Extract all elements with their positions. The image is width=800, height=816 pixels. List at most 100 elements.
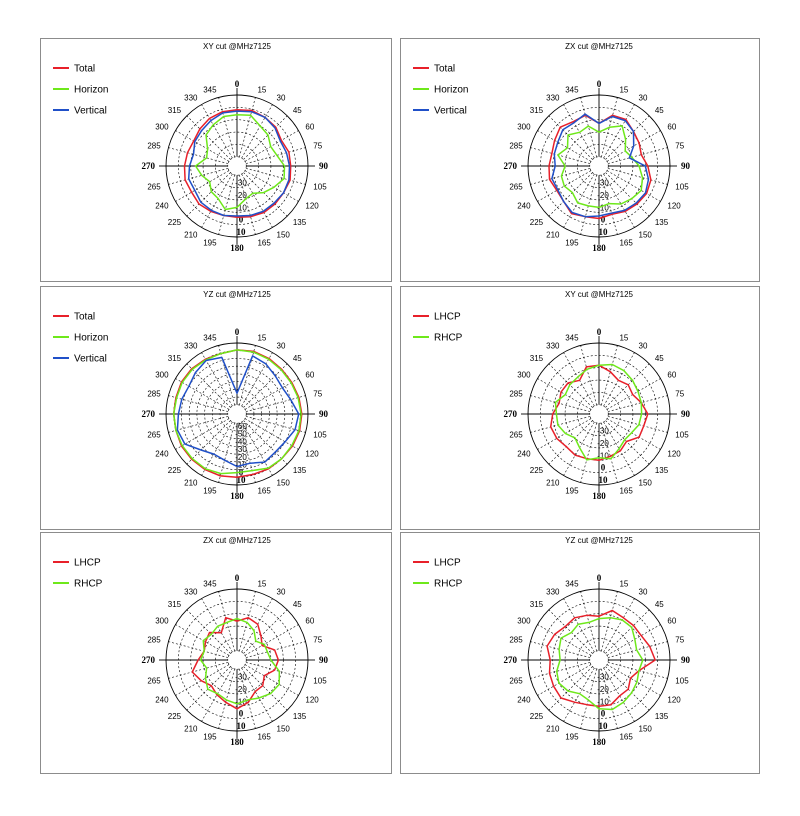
grid-spoke — [201, 173, 233, 228]
radial-tick-label: 10 — [599, 721, 609, 731]
radial-tick-label: -40 — [235, 437, 247, 446]
angle-label: 15 — [257, 580, 266, 589]
grid-spoke — [218, 591, 235, 652]
angle-label: 0 — [597, 327, 602, 337]
angle-label: 120 — [667, 450, 681, 459]
grid-spoke — [186, 609, 231, 654]
angle-label: 270 — [142, 161, 156, 171]
radial-tick-label: 10 — [237, 227, 247, 237]
angle-label: 285 — [147, 636, 161, 645]
angle-label: 120 — [667, 696, 681, 705]
grid-spoke — [603, 104, 635, 159]
legend-label: Total — [74, 312, 95, 323]
series-line-vertical — [551, 113, 650, 218]
radial-tick-label: 0 — [239, 709, 244, 719]
series-line-lhcp — [549, 364, 649, 462]
series-line-vertical — [176, 355, 300, 468]
grid-spoke — [580, 668, 597, 729]
grid-spoke — [245, 168, 306, 185]
angle-label: 330 — [184, 342, 198, 351]
grid-spoke — [563, 667, 595, 722]
grid-spoke — [605, 609, 650, 654]
angle-label: 180 — [592, 491, 606, 501]
angle-label: 30 — [639, 94, 648, 103]
angle-label: 285 — [147, 390, 161, 399]
radial-tick-label: -30 — [235, 673, 247, 682]
angle-label: 165 — [619, 486, 633, 495]
angle-label: 330 — [546, 94, 560, 103]
angle-label: 315 — [530, 600, 544, 609]
angle-label: 270 — [504, 409, 518, 419]
grid-spoke — [175, 378, 230, 410]
angle-label: 225 — [168, 466, 182, 475]
angle-label: 300 — [155, 617, 169, 626]
angle-label: 135 — [293, 466, 307, 475]
legend: Total Horizon Vertical — [53, 312, 108, 365]
radial-tick-label: -20 — [235, 191, 247, 200]
grid-spoke — [239, 97, 256, 158]
polar-chart-panel-1: XY cut @MHz7125 0 15 30 45 60 75 90 105 120 135 150… — [40, 38, 392, 282]
grid-spoke — [537, 664, 592, 696]
angle-label: 120 — [667, 202, 681, 211]
legend: Total Horizon Vertical — [53, 64, 108, 117]
radial-tick-label: -60 — [235, 422, 247, 431]
angle-label: 135 — [655, 466, 669, 475]
angle-label: 135 — [293, 712, 307, 721]
angle-label: 165 — [257, 486, 271, 495]
angle-label: 330 — [546, 342, 560, 351]
angle-label: 315 — [168, 600, 182, 609]
angle-label: 60 — [305, 371, 314, 380]
legend-label: Vertical — [434, 106, 467, 117]
radial-tick-label: 10 — [237, 721, 247, 731]
angle-label: 315 — [168, 106, 182, 115]
angle-label: 265 — [147, 430, 161, 439]
polar-chart-panel-6: YZ cut @MHz7125 0 15 30 45 60 75 90 105 120 135 150… — [400, 532, 760, 774]
radial-tick-label: 0 — [601, 709, 606, 719]
grid-spoke — [603, 352, 635, 407]
grid-ring — [227, 156, 247, 176]
angle-label: 105 — [313, 182, 327, 191]
angle-label: 300 — [517, 617, 531, 626]
angle-label: 15 — [257, 86, 266, 95]
angle-label: 90 — [319, 655, 329, 665]
angle-label: 210 — [184, 724, 198, 733]
angle-label: 270 — [504, 161, 518, 171]
series-line-vertical — [187, 110, 291, 217]
polar-chart-panel-3: YZ cut @MHz7125 0 15 30 45 60 75 90 105 120 135 150… — [40, 286, 392, 530]
angle-label: 45 — [655, 600, 664, 609]
angle-label: 195 — [203, 238, 217, 247]
angle-label: 90 — [319, 409, 329, 419]
angle-label: 210 — [546, 230, 560, 239]
angle-label: 270 — [504, 655, 518, 665]
angle-label: 265 — [147, 182, 161, 191]
angle-label: 240 — [517, 696, 531, 705]
series-line-horizon — [194, 114, 286, 211]
radial-tick-label: 10 — [599, 475, 609, 485]
radial-tick-label: -20 — [597, 439, 609, 448]
angle-label: 210 — [184, 478, 198, 487]
angle-label: 75 — [313, 142, 322, 151]
legend-label: Vertical — [74, 354, 107, 365]
angle-label: 45 — [293, 354, 302, 363]
angle-label: 15 — [619, 334, 628, 343]
grid-ring — [227, 404, 247, 424]
grid-spoke — [537, 624, 592, 656]
angle-label: 300 — [517, 371, 531, 380]
angle-label: 180 — [230, 737, 244, 747]
angle-label: 285 — [509, 636, 523, 645]
angle-label: 150 — [639, 478, 653, 487]
legend-label: Total — [74, 64, 95, 75]
legend-label: RHCP — [434, 579, 463, 590]
legend-label: Total — [434, 64, 455, 75]
polar-grid — [159, 336, 315, 492]
angle-label: 0 — [235, 327, 240, 337]
grid-spoke — [175, 664, 230, 696]
grid-ring — [227, 650, 247, 670]
grid-spoke — [537, 130, 592, 162]
angle-label: 45 — [293, 600, 302, 609]
polar-grid — [521, 336, 677, 492]
grid-spoke — [218, 174, 235, 235]
angle-label: 195 — [203, 486, 217, 495]
angle-label: 225 — [530, 712, 544, 721]
